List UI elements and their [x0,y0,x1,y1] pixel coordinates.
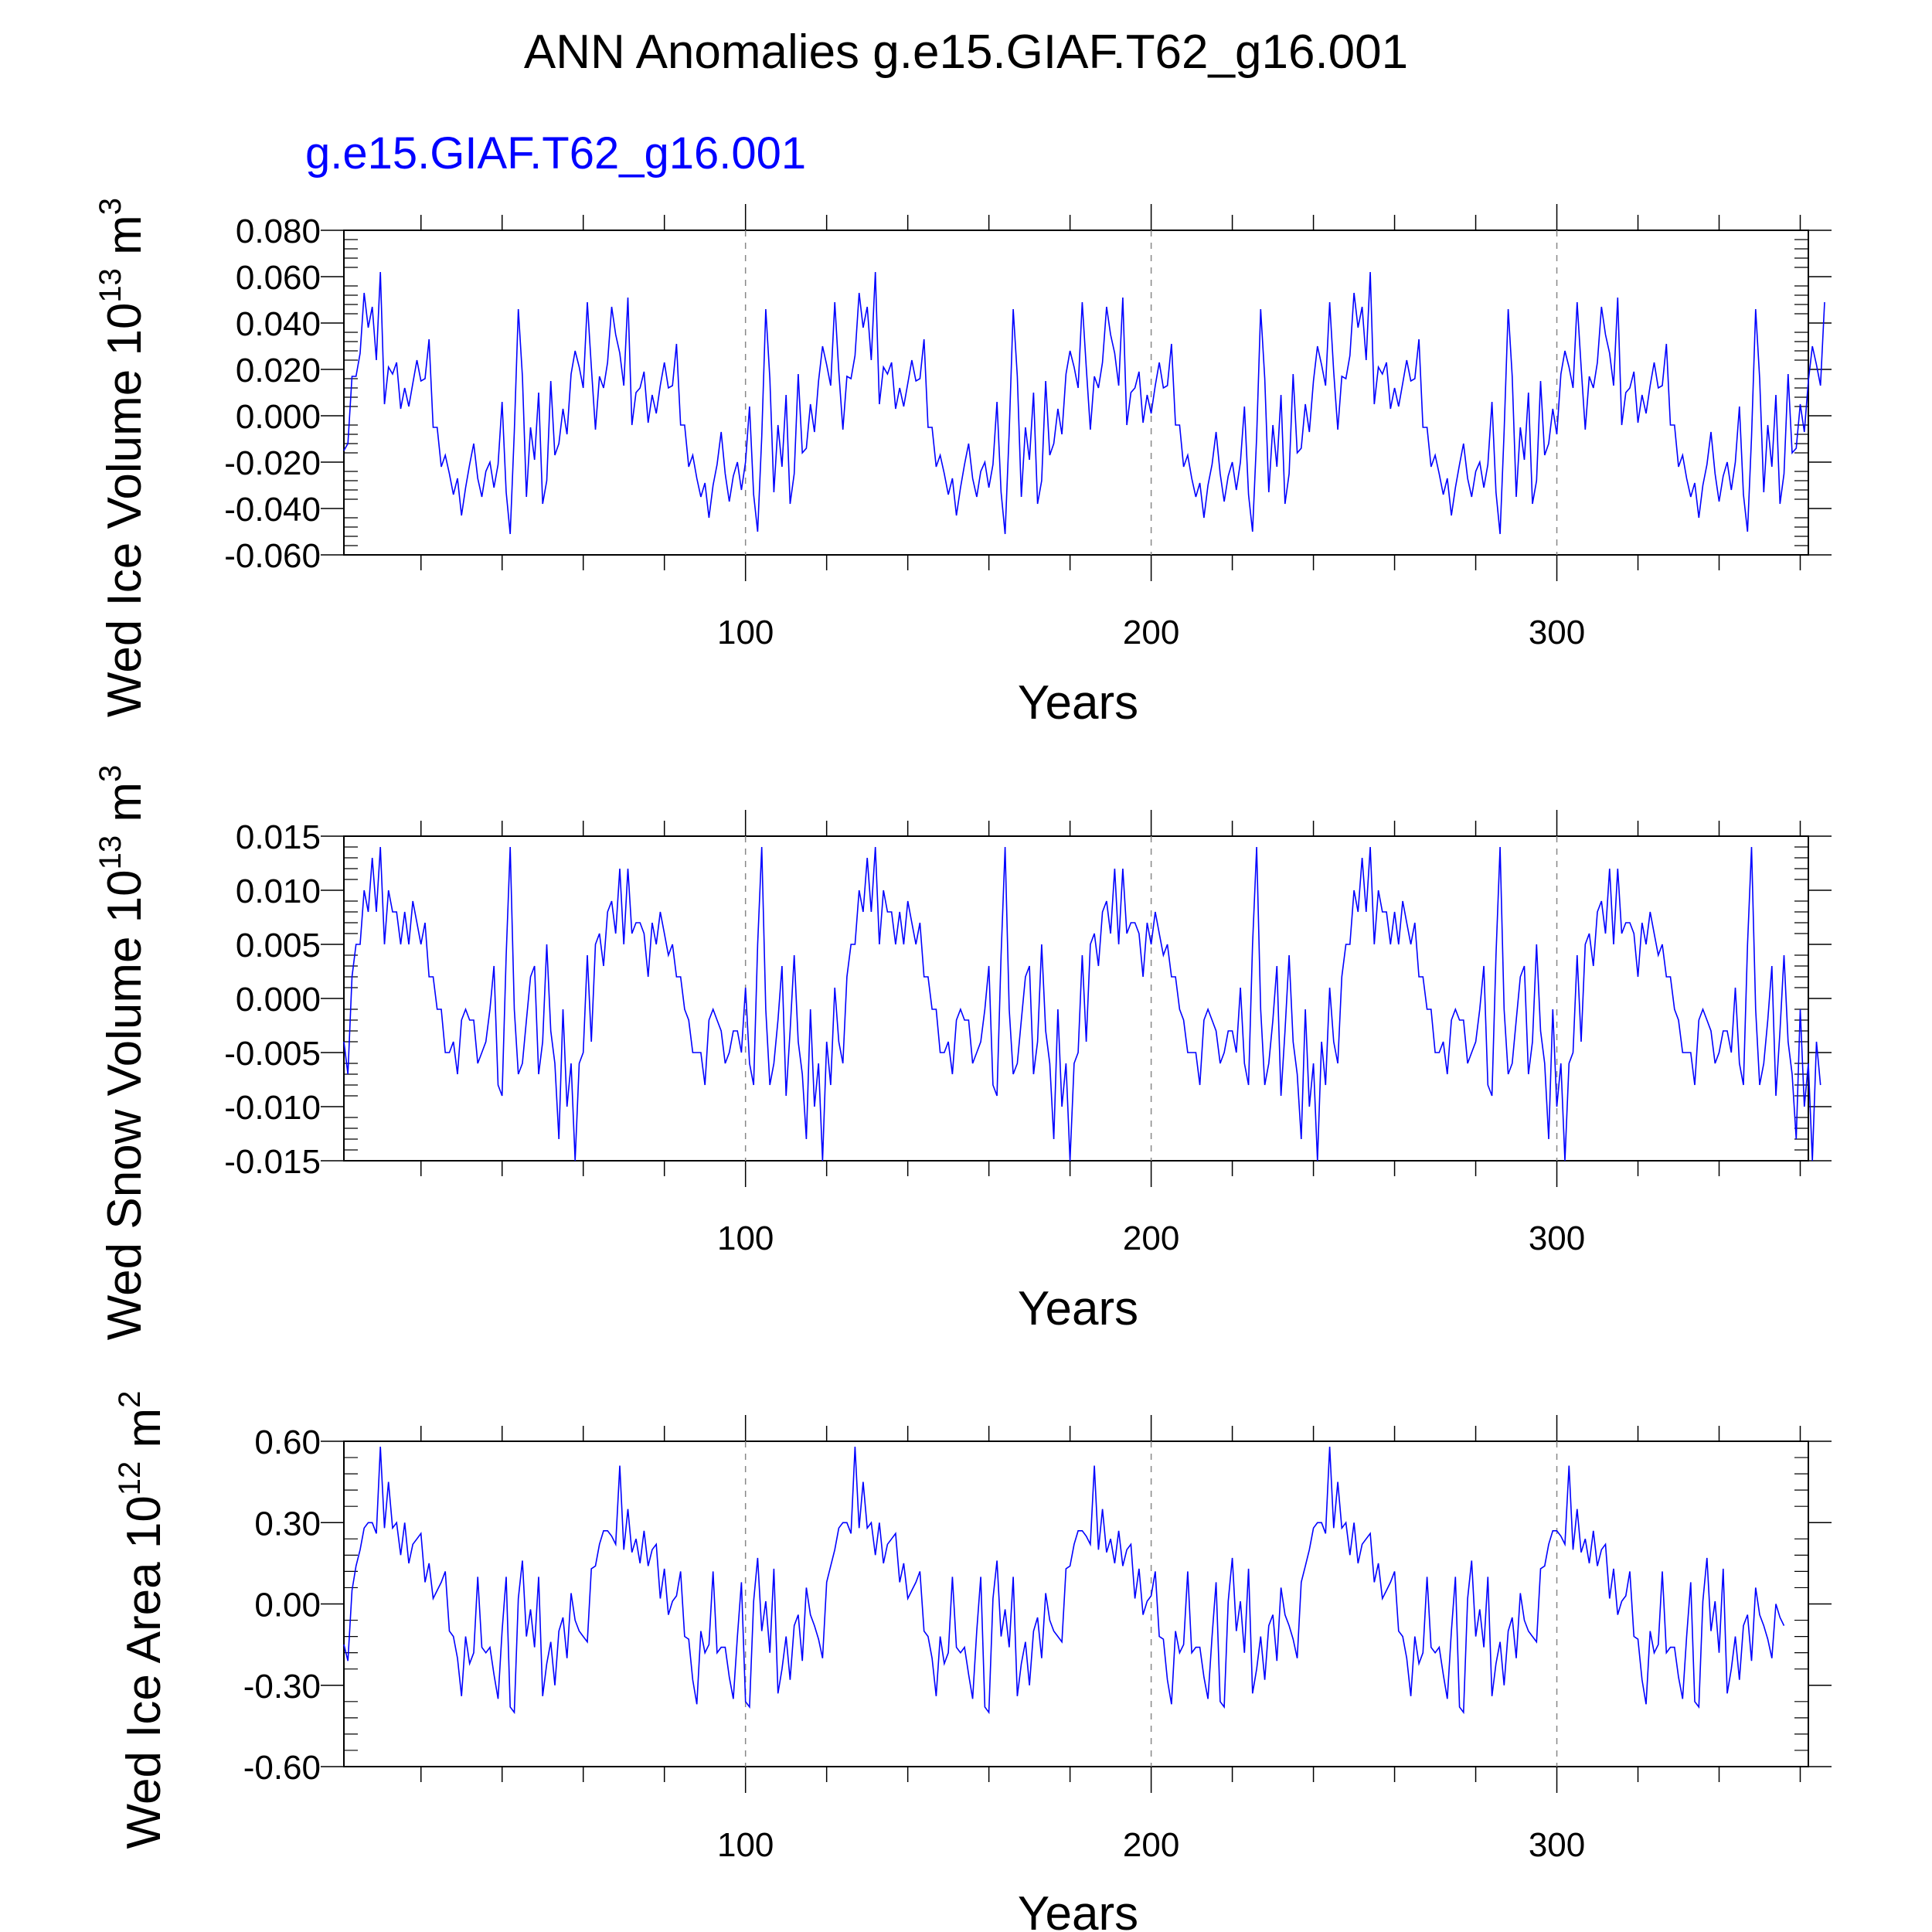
plot-frame [343,1440,1809,1767]
series-line [343,271,1825,535]
plot-frame [343,835,1809,1162]
x-tick-label: 200 [1123,1219,1179,1257]
y-tick-label: -0.010 [224,1089,321,1127]
x-tick-label: 100 [717,1219,774,1257]
y-tick-label: -0.020 [224,444,321,482]
y-axis-label: Wed Snow Volume 1013 m3 [94,765,151,1341]
x-tick-label: 300 [1529,614,1585,651]
x-tick-label: 300 [1529,1826,1585,1864]
y-tick-label: 0.00 [254,1587,321,1624]
x-axis-label: Years [1018,1887,1138,1932]
y-tick-label: -0.30 [243,1668,321,1706]
series-line [343,846,1821,1162]
y-tick-label: -0.015 [224,1143,321,1181]
y-tick-label: -0.005 [224,1035,321,1073]
series-line [343,1446,1785,1715]
x-tick-label: 100 [717,614,774,651]
x-tick-label: 100 [717,1826,774,1864]
y-tick-label: 0.015 [236,818,321,856]
x-tick-label: 200 [1123,614,1179,651]
y-tick-label: 0.020 [236,352,321,389]
x-tick-label: 200 [1123,1826,1179,1864]
y-tick-label: 0.30 [254,1505,321,1543]
y-tick-label: 0.040 [236,305,321,343]
plot-frame [343,230,1809,556]
chart-panel-1: -0.060 -0.040 -0.020 0.000 0.020 0.040 0.060 0.… [94,198,1832,730]
chart-panel-2: -0.015 -0.010 -0.005 0.000 0.005 0.010 0.015 10… [94,765,1832,1341]
y-tick-label: 0.000 [236,398,321,436]
y-tick-label: -0.060 [224,537,321,575]
y-tick-label: -0.040 [224,491,321,529]
y-tick-label: 0.000 [236,981,321,1019]
y-tick-label: 0.060 [236,259,321,297]
case-label: g.e15.GIAF.T62_g16.001 [305,128,806,179]
panels: -0.060 -0.040 -0.020 0.000 0.020 0.040 0.060 0.… [94,198,1832,1932]
y-tick-label: 0.010 [236,872,321,910]
y-tick-label: 0.60 [254,1423,321,1461]
figure-title: ANN Anomalies g.e15.GIAF.T62_g16.001 [524,26,1408,79]
chart-panel-3: -0.60 -0.30 0.00 0.30 0.60 100 200 300 Years Wed … [113,1391,1832,1932]
y-axis-label: Wed Ice Area 1012 m2 [113,1391,171,1849]
y-axis-label: Wed Ice Volume 1013 m3 [94,198,151,717]
y-tick-label: 0.080 [236,213,321,250]
y-tick-label: -0.60 [243,1749,321,1787]
y-tick-label: 0.005 [236,927,321,964]
x-axis-label: Years [1018,1282,1138,1335]
x-axis-label: Years [1018,676,1138,730]
x-tick-label: 300 [1529,1219,1585,1257]
